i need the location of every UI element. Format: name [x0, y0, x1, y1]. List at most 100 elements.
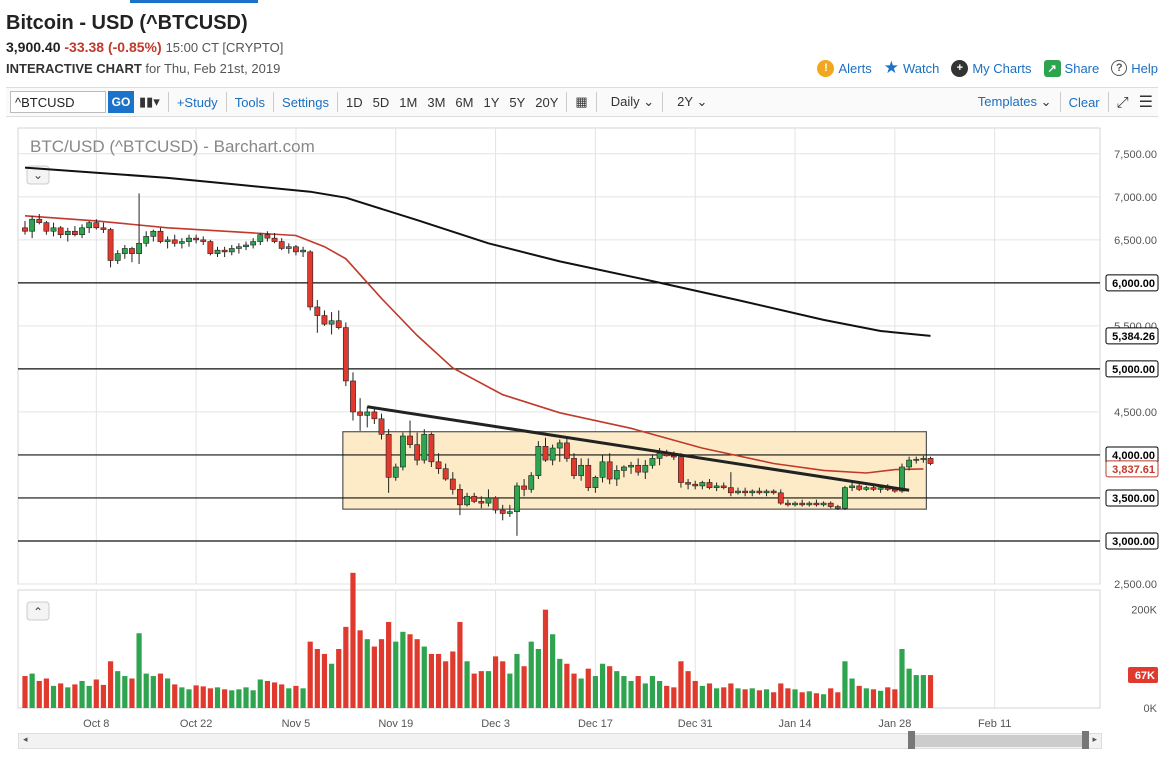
scroll-handle-right[interactable]	[1082, 731, 1089, 749]
period-5d[interactable]: 5D	[372, 94, 390, 110]
candle-body	[906, 459, 913, 468]
chart-scrollbar[interactable]: ◂ ▸	[18, 731, 1102, 749]
scroll-thumb[interactable]	[911, 735, 1087, 747]
volume-bar	[685, 671, 691, 708]
period-1d[interactable]: 1D	[346, 94, 363, 110]
volume-bar	[250, 690, 256, 708]
period-5y[interactable]: 5Y	[509, 94, 526, 110]
volume-bar	[343, 626, 349, 708]
candle-body	[678, 456, 684, 483]
candle-body	[357, 411, 364, 416]
volume-bar	[820, 694, 827, 708]
candle-body	[457, 489, 463, 506]
scroll-right-icon[interactable]: ▸	[1092, 734, 1097, 744]
candle-body	[392, 466, 399, 478]
volume-bar	[863, 688, 869, 708]
symbol-input[interactable]	[10, 91, 106, 113]
study-button[interactable]: +Study	[176, 94, 218, 110]
interval-select[interactable]: Daily ⌄	[606, 94, 659, 110]
candle-body	[278, 241, 285, 249]
volume-bar	[165, 678, 171, 708]
period-3m[interactable]: 3M	[427, 94, 446, 110]
candle-body	[692, 483, 699, 487]
trend-line	[367, 405, 910, 492]
scroll-handle-left[interactable]	[908, 731, 915, 749]
my-charts-link[interactable]: + My Charts	[951, 59, 1032, 77]
templates-label: Templates	[977, 94, 1038, 109]
candle-body	[877, 487, 884, 490]
chart-area[interactable]: Oct 8 Oct 22 Nov 5 Nov 19 Dec 3 Dec 17 Dec 31 J…	[0, 122, 1166, 737]
share-link[interactable]: ↗ Share	[1043, 59, 1100, 77]
alerts-link[interactable]: ! Alerts	[817, 59, 872, 77]
templates-select[interactable]: Templates ⌄	[973, 94, 1057, 110]
volume-bar	[443, 661, 449, 708]
candle-body	[64, 230, 71, 235]
x-tick-label: Oct 22	[180, 718, 212, 730]
price-label-box	[1105, 327, 1159, 345]
candle-body	[43, 222, 50, 232]
volume-bar	[885, 687, 891, 708]
candle-body	[72, 230, 78, 235]
x-tick-label: Dec 31	[678, 718, 713, 730]
candle-body	[478, 501, 485, 504]
volume-bar	[229, 690, 235, 708]
volume-bar	[321, 653, 328, 708]
watch-link[interactable]: ★ Watch	[884, 58, 940, 78]
candle-body	[79, 227, 85, 235]
volume-bar	[849, 678, 855, 708]
candle-body	[613, 470, 620, 480]
volume-bar	[678, 661, 684, 708]
calendar-icon[interactable]: ▦	[575, 94, 588, 109]
volume-bar	[393, 641, 399, 708]
volume-bar	[892, 689, 898, 708]
volume-bar	[471, 673, 477, 708]
candle-body	[414, 444, 421, 461]
period-6m[interactable]: 6M	[455, 94, 474, 110]
price-label-box	[1105, 360, 1159, 378]
range-select[interactable]: 2Y ⌄	[672, 94, 712, 110]
tools-button[interactable]: Tools	[234, 94, 266, 110]
volume-bar	[557, 658, 563, 708]
volume-bar	[314, 649, 320, 708]
divider	[595, 92, 597, 112]
period-1m[interactable]: 1M	[399, 94, 418, 110]
candle-body	[421, 433, 428, 461]
clear-button[interactable]: Clear	[1068, 94, 1100, 110]
help-link[interactable]: ? Help	[1111, 60, 1158, 76]
candle-body	[792, 502, 798, 506]
candle-body	[492, 497, 499, 511]
volume-bar	[899, 649, 905, 708]
scroll-left-icon[interactable]: ◂	[23, 734, 28, 744]
candle-body	[100, 227, 107, 230]
volume-bar	[906, 668, 912, 708]
volume-bar	[150, 676, 156, 708]
volume-bar	[200, 686, 206, 708]
candle-body	[578, 464, 585, 476]
period-1y[interactable]: 1Y	[483, 94, 500, 110]
divider	[566, 92, 568, 112]
candle-body	[214, 249, 221, 254]
expand-icon[interactable]: ⤢	[1116, 93, 1129, 111]
go-button[interactable]: GO	[108, 91, 134, 113]
chevron-down-icon: ⌄	[696, 94, 708, 109]
candle-body	[314, 306, 321, 316]
candle-body	[143, 236, 150, 244]
period-20y[interactable]: 20Y	[535, 94, 559, 110]
volume-last-badge	[1128, 667, 1158, 684]
volume-bar	[300, 688, 306, 708]
volume-last-label: 67K	[1135, 670, 1155, 682]
candlestick-type-icon[interactable]: ▮▮▾	[139, 94, 160, 109]
share-label: Share	[1064, 60, 1100, 76]
settings-button[interactable]: Settings	[282, 94, 330, 110]
price-chart[interactable]: Oct 8 Oct 22 Nov 5 Nov 19 Dec 3 Dec 17 Dec 31 J…	[0, 122, 1166, 732]
volume-bar	[607, 666, 613, 708]
menu-icon[interactable]: ☰	[1138, 94, 1153, 111]
divider	[1059, 92, 1061, 112]
price-label-box	[1105, 274, 1159, 292]
candle-body	[200, 239, 207, 242]
candle-body	[164, 239, 171, 242]
volume-bar	[920, 675, 926, 708]
price-label: 5,000.00	[1112, 364, 1155, 376]
divider	[662, 92, 664, 112]
candle-body	[342, 327, 349, 382]
